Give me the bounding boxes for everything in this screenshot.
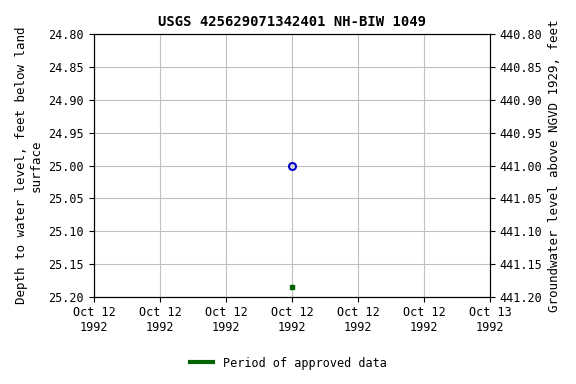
Legend: Period of approved data: Period of approved data	[185, 352, 391, 374]
Y-axis label: Groundwater level above NGVD 1929, feet: Groundwater level above NGVD 1929, feet	[548, 19, 561, 312]
Y-axis label: Depth to water level, feet below land
surface: Depth to water level, feet below land su…	[15, 27, 43, 304]
Title: USGS 425629071342401 NH-BIW 1049: USGS 425629071342401 NH-BIW 1049	[158, 15, 426, 29]
